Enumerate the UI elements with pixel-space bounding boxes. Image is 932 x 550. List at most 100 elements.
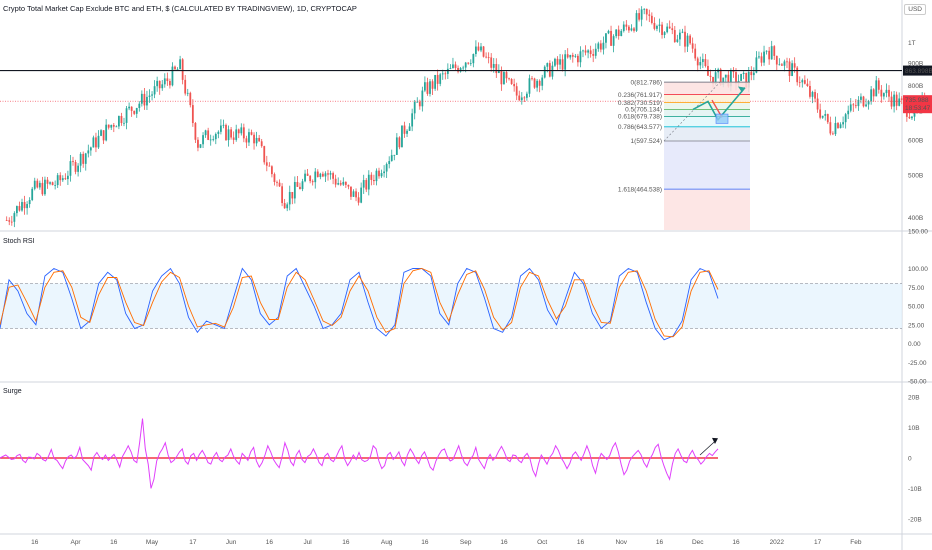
candle-body (482, 46, 485, 57)
candle-body (324, 173, 327, 177)
candle-body (69, 161, 72, 176)
fib-level-label: 0.382(730.519) (618, 100, 662, 107)
candle-body (156, 80, 159, 87)
candle-body (796, 67, 799, 83)
candle-body (441, 73, 444, 75)
candle-body (38, 182, 41, 188)
candle-body (819, 109, 822, 118)
candle-body (895, 94, 898, 106)
candle-body (143, 93, 146, 106)
candle-body (263, 146, 266, 163)
candle-body (148, 95, 151, 97)
candle-body (643, 8, 646, 10)
candle-body (653, 22, 656, 29)
candle-body (821, 115, 824, 118)
current-price-label: 735.988 (905, 97, 929, 104)
candle-body (329, 173, 332, 175)
candle-body (747, 71, 750, 88)
surge-axis-label: -20B (908, 516, 922, 523)
candle-body (401, 125, 403, 148)
candle-body (380, 173, 383, 177)
surge-title: Surge (3, 388, 22, 395)
surge-axis-label: -10B (908, 486, 922, 493)
candle-body (84, 153, 87, 164)
candle-body (699, 62, 702, 66)
candle-body (424, 82, 426, 91)
candle-body (722, 77, 725, 85)
candle-body (696, 58, 699, 66)
fib-zone (664, 116, 750, 127)
candle-body (548, 63, 551, 77)
candle-body (92, 137, 95, 148)
candle-body (163, 78, 166, 85)
candle-body (388, 161, 391, 165)
candle-body (360, 187, 363, 203)
candle-body (240, 127, 243, 134)
candle-body (186, 92, 189, 94)
candle-body (306, 173, 309, 176)
time-axis-label: 16 (732, 539, 740, 546)
candle-body (418, 101, 421, 107)
candle-body (64, 178, 67, 180)
candle-body (237, 129, 240, 134)
candle-body (872, 89, 875, 97)
candle-body (475, 46, 477, 55)
candle-body (684, 31, 686, 47)
candle-body (829, 122, 832, 134)
candle-body (571, 54, 574, 57)
candle-body (485, 56, 487, 58)
fib-level-label: 0.786(643.577) (618, 124, 662, 131)
candle-body (220, 125, 222, 132)
candle-body (546, 63, 549, 67)
target-box[interactable] (715, 113, 729, 124)
candle-body (151, 94, 153, 96)
currency-button[interactable]: USD (904, 4, 926, 15)
candle-body (125, 108, 128, 123)
candle-body (740, 74, 742, 81)
candle-body (21, 202, 23, 211)
candle-body (793, 63, 796, 68)
time-axis-label: Sep (460, 539, 472, 546)
candle-body (617, 29, 620, 37)
candle-body (16, 206, 18, 214)
candle-body (625, 24, 628, 27)
candle-body (599, 43, 602, 50)
candle-body (322, 173, 324, 177)
candle-body (123, 122, 125, 124)
candle-body (691, 43, 694, 49)
candle-body (811, 92, 814, 97)
time-axis-label: 16 (577, 539, 585, 546)
stoch-rsi-title: Stoch RSI (3, 238, 35, 245)
candle-body (679, 32, 681, 40)
candle-body (452, 64, 454, 69)
candle-body (181, 59, 184, 80)
projection-path[interactable] (692, 87, 746, 122)
candle-body (128, 106, 130, 109)
candle-body (110, 124, 113, 128)
candle-body (194, 123, 197, 140)
price-axis-label: 1T (908, 40, 916, 47)
candle-body (23, 202, 26, 209)
candle-body (28, 199, 31, 205)
candle-body (709, 75, 712, 77)
stoch-band (0, 283, 902, 329)
candle-body (171, 66, 174, 86)
candle-body (434, 74, 436, 89)
candle-body (153, 86, 156, 95)
candle-body (487, 57, 490, 58)
stoch-d-line (0, 268, 719, 338)
fib-level-label: 0.618(679.738) (618, 114, 662, 121)
candle-body (457, 67, 459, 72)
fib-zone (664, 94, 750, 103)
candle-body (283, 203, 286, 209)
candle-body (510, 79, 513, 85)
surge-axis-label: 20B (908, 395, 920, 402)
candle-body (768, 50, 771, 60)
candle-body (344, 181, 347, 185)
price-axis-label: 500B (908, 173, 923, 180)
resistance-price-label: 863.898B (905, 68, 932, 75)
candle-body (712, 76, 714, 85)
candle-body (742, 72, 745, 75)
